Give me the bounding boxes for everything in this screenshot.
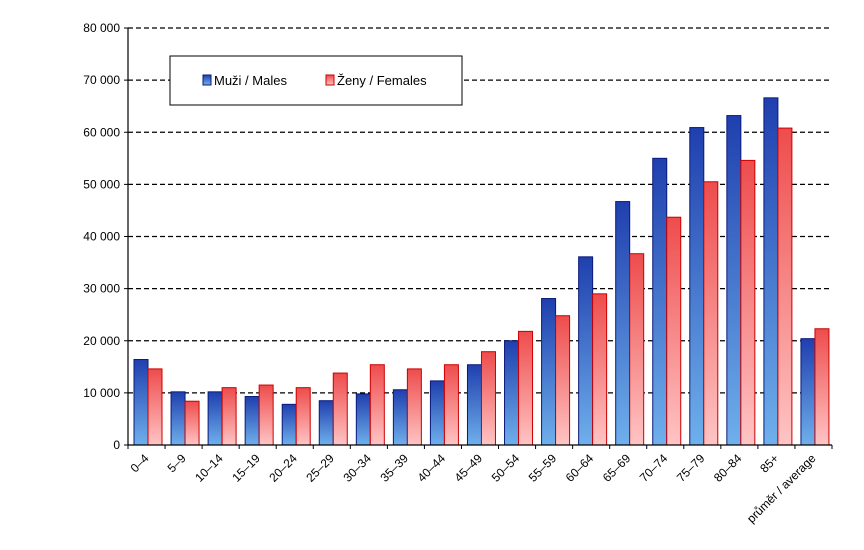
x-tick-label: 10–14 [192,451,226,485]
x-tick-label: 80–84 [711,451,745,485]
bar-males [541,298,557,446]
x-tick-label: 5–9 [165,451,189,475]
bar-males [133,359,149,446]
bar-females [184,400,200,446]
legend-swatch-males [202,74,212,86]
x-tick-label: 15–19 [229,451,263,485]
legend-label-females: Ženy / Females [337,73,427,88]
bar-males [763,97,779,446]
bar-females [443,364,459,446]
x-tick-label: 60–64 [563,451,597,485]
y-tick-label: 60 000 [83,125,120,139]
x-tick-label: 40–44 [415,451,449,485]
y-tick-label: 0 [113,438,120,452]
legend-swatch-females [325,74,335,86]
bar-males [726,115,742,446]
y-axis-ticks: 0 10 000 20 000 30 000 40 000 50 000 60 000 70 … [83,21,128,452]
legend-box [169,55,463,106]
x-tick-label: 25–29 [303,451,337,485]
x-tick-label: 85+ [757,451,781,475]
bar-males [504,340,520,446]
bar-females [147,368,163,446]
bar-females [480,351,496,446]
bar-females [369,364,385,446]
bar-males [207,391,223,446]
bar-males [800,338,816,446]
x-tick-label: 45–49 [452,451,486,485]
bar-males [318,400,334,446]
bar-females [332,372,348,446]
x-tick-label: 55–59 [526,451,560,485]
y-tick-label: 20 000 [83,334,120,348]
x-tick-label: 65–69 [600,451,634,485]
bar-females [592,293,608,446]
y-tick-label: 50 000 [83,177,120,191]
y-tick-label: 10 000 [83,386,120,400]
bar-females [629,253,645,446]
bar-females [777,127,793,446]
x-tick-label: 20–24 [266,451,300,485]
x-tick-label: 0–4 [128,451,152,475]
bar-females [666,216,682,446]
bar-males [281,403,297,446]
bar-males [429,380,445,446]
bar-females [555,315,571,446]
y-tick-label: 30 000 [83,282,120,296]
legend-label-males: Muži / Males [214,73,287,88]
bar-females [406,368,422,446]
y-tick-label: 40 000 [83,230,120,244]
bar-males [578,256,594,446]
axes [127,28,832,446]
x-tick-label: 35–39 [378,451,412,485]
bar-males [652,157,668,446]
legend: Muži / Males Ženy / Females [169,55,463,106]
bar-females [258,384,274,446]
x-tick-label: průměr / average [744,451,819,526]
bar-males [615,201,631,446]
y-tick-label: 80 000 [83,21,120,35]
bar-females [221,387,237,446]
bar-females [518,330,534,446]
bar-males [170,391,186,446]
x-tick-label: 30–34 [340,451,374,485]
x-tick-label: 70–74 [637,451,671,485]
bar-males [466,364,482,446]
bar-females [703,181,719,446]
bar-females [740,159,756,446]
bar-males [244,396,260,446]
y-tick-label: 70 000 [83,73,120,87]
x-axis-ticks: 0–4 5–9 10–14 15–19 20–24 25–29 30–34 35–39 40–4… [127,445,833,526]
bar-males [689,127,705,446]
bar-males [355,393,371,446]
bar-females [295,387,311,446]
bar-females [814,328,830,446]
x-tick-label: 75–79 [674,451,708,485]
bar-males [392,389,408,446]
x-tick-label: 50–54 [489,451,523,485]
